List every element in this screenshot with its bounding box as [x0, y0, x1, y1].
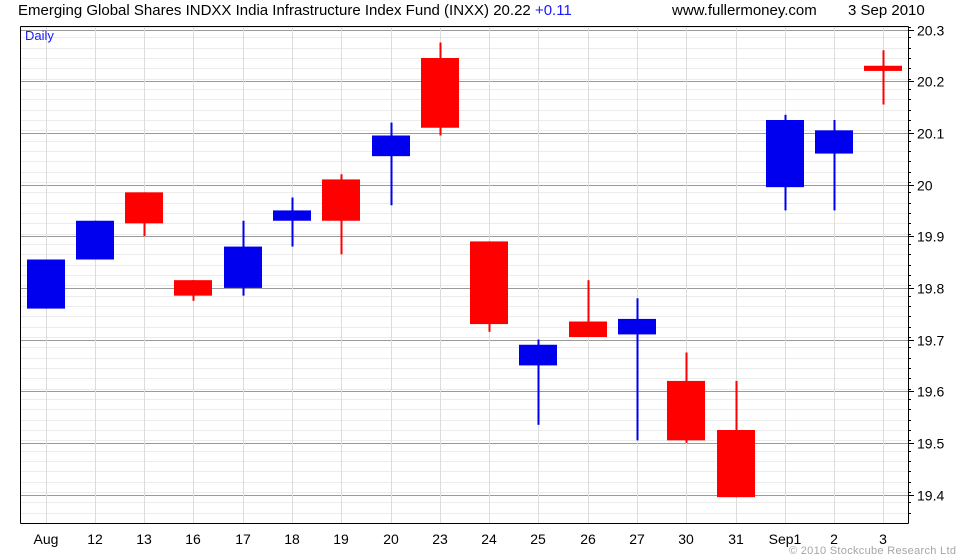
candlestick	[125, 192, 163, 237]
candlestick	[322, 174, 360, 255]
y-axis-tick-label: 19.8	[917, 281, 944, 297]
chart-header: Emerging Global Shares INDXX India Infra…	[0, 0, 980, 24]
y-axis-ticks	[908, 27, 914, 514]
chart-title: Emerging Global Shares INDXX India Infra…	[18, 2, 572, 19]
candlestick	[174, 280, 212, 301]
y-axis-tick-label: 19.6	[917, 384, 944, 400]
x-axis-tick-label: Aug	[34, 531, 59, 547]
x-axis-tick-label: 18	[284, 531, 300, 547]
y-axis-labels: 20.3 20.2 20.1 20 19.9 19.8 19.7 19.6 19.5 19.4	[917, 23, 944, 504]
y-axis-tick-label: 19.9	[917, 229, 944, 245]
x-axis-tick-label: 20	[383, 531, 399, 547]
y-axis-tick-label: 20.1	[917, 126, 944, 142]
candlestick	[667, 352, 705, 443]
x-axis-tick-label: 19	[333, 531, 349, 547]
x-axis-tick-label: 17	[235, 531, 251, 547]
minor-gridlines	[21, 27, 908, 514]
copyright-notice: © 2010 Stockcube Research Ltd	[789, 545, 957, 557]
y-axis-tick-label: 19.7	[917, 333, 944, 349]
x-axis-tick-label: 16	[185, 531, 201, 547]
y-axis-tick-label: 20.3	[917, 23, 944, 39]
x-axis-tick-label: 25	[530, 531, 546, 547]
x-axis-tick-label: 23	[432, 531, 448, 547]
candlestick	[766, 114, 804, 211]
y-axis-tick-label: 20	[917, 178, 933, 194]
candlestick	[76, 220, 114, 260]
candlestick	[519, 339, 557, 425]
x-axis-tick-label: 24	[481, 531, 497, 547]
x-axis-labels: Aug 12 13 16 17 18 19 20 23 24 25 26 27 30 31 Sep1 2 3	[34, 531, 888, 547]
candlestick	[421, 42, 459, 136]
chart-date: 3 Sep 2010	[848, 2, 925, 19]
x-axis-tick-label: 13	[136, 531, 152, 547]
candlestick	[27, 259, 65, 309]
y-axis-tick-label: 19.5	[917, 436, 944, 452]
y-axis-tick-label: 19.4	[917, 488, 944, 504]
candlestick	[273, 197, 311, 247]
x-axis-tick-label: 31	[728, 531, 744, 547]
candlestick	[717, 380, 755, 498]
candlestick	[815, 120, 853, 211]
website-label: www.fullermoney.com	[672, 2, 817, 19]
candlestick	[864, 50, 902, 105]
candlestick	[618, 298, 656, 441]
frequency-label: Daily	[25, 28, 54, 43]
instrument-name: Emerging Global Shares INDXX India Infra…	[18, 2, 490, 19]
candlestick	[470, 241, 508, 332]
x-axis-tick-label: Sep1	[769, 531, 802, 547]
x-axis-tick-label: 27	[629, 531, 645, 547]
x-axis-tick-label: 26	[580, 531, 596, 547]
candlestick	[372, 122, 410, 206]
price-change: +0.11	[534, 2, 572, 19]
last-price: 20.22	[493, 2, 531, 19]
candlestick	[224, 220, 262, 296]
x-axis-tick-label: 30	[678, 531, 694, 547]
x-axis-tick-label: 12	[87, 531, 103, 547]
major-gridlines	[21, 30, 908, 496]
candles-group	[27, 42, 902, 498]
x-axis-tick-label: 2	[830, 531, 838, 547]
y-axis-tick-label: 20.2	[917, 74, 944, 90]
x-axis-tick-label: 3	[879, 531, 887, 547]
candlestick	[569, 280, 607, 337]
